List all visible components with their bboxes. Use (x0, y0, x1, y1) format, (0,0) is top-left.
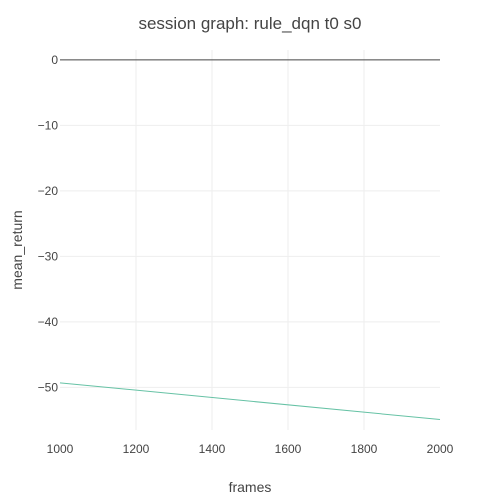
x-tick-label: 1600 (275, 442, 302, 456)
y-tick-label: −20 (38, 184, 59, 198)
x-axis-title: frames (229, 479, 272, 495)
x-tick-label: 2000 (427, 442, 454, 456)
y-tick-label: −10 (38, 118, 59, 132)
grid-layer (60, 50, 440, 430)
x-tick-label: 1000 (47, 442, 74, 456)
x-tick-label: 1800 (351, 442, 378, 456)
series-layer (59, 382, 441, 421)
y-tick-label: 0 (51, 53, 58, 67)
tick-layer: 1000 1200 1400 1600 1800 2000 0 −10 −20 −30 −40 −50 (38, 53, 454, 456)
x-tick-label: 1200 (123, 442, 150, 456)
y-axis-title: mean_return (9, 210, 25, 289)
y-tick-label: −30 (38, 249, 59, 263)
chart-title: session graph: rule_dqn t0 s0 (138, 14, 361, 33)
x-tick-label: 1400 (199, 442, 226, 456)
y-tick-label: −40 (38, 315, 59, 329)
series-line-0 (59, 382, 441, 421)
y-tick-label: −50 (38, 380, 59, 394)
